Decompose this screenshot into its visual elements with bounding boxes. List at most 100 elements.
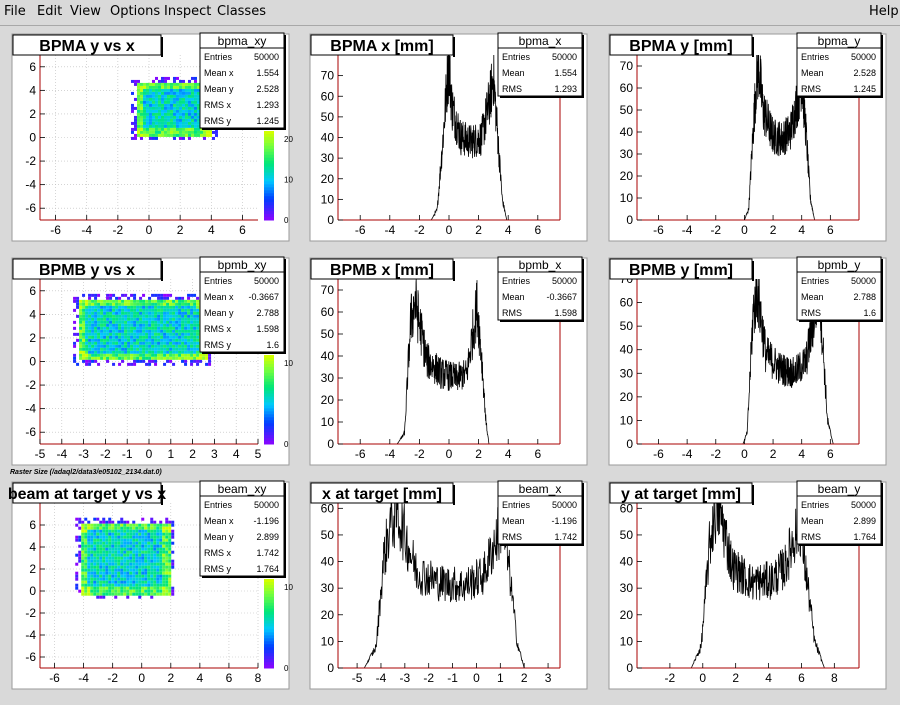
heatmap-cell (150, 574, 154, 578)
heatmap-cell (85, 350, 89, 354)
heatmap-cell (193, 329, 197, 333)
x-tick-label: 4 (765, 671, 772, 685)
menu-help[interactable]: Help (869, 4, 899, 19)
menu-classes[interactable]: Classes (217, 4, 266, 19)
y-tick-label: 60 (620, 81, 634, 95)
stats-label: RMS y (204, 564, 232, 574)
heatmap-cell (129, 577, 133, 581)
heatmap-cell (144, 550, 148, 554)
heatmap-cell (109, 305, 113, 309)
heatmap-cell (147, 565, 151, 569)
heatmap-cell (124, 314, 128, 318)
heatmap-cell (193, 326, 197, 330)
stats-value: 50000 (254, 500, 279, 510)
heatmap-cell (181, 121, 185, 125)
heatmap-cell (150, 568, 154, 572)
heatmap-cell (166, 344, 170, 348)
heatmap-cell (120, 586, 124, 590)
heatmap-cell (190, 106, 194, 110)
heatmap-cell (129, 535, 133, 539)
heatmap-cell (93, 571, 97, 575)
heatmap-cell (120, 526, 124, 530)
heatmap-cell (165, 553, 169, 557)
heatmap-cell (166, 338, 170, 342)
heatmap-cell (82, 341, 86, 345)
heatmap-cell (148, 130, 152, 134)
heatmap-cell (157, 302, 161, 306)
root-canvas[interactable]: 0 10 20 -6 -4 -2 0 2 4 6 -6 -4 -2 0 2 4 6 BPMA y vs x bpma… (0, 26, 900, 700)
heatmap-cell (190, 353, 194, 357)
heatmap-cell (172, 335, 176, 339)
heatmap-cell (115, 329, 119, 333)
heatmap-cell (187, 356, 191, 360)
heatmap-cell (111, 583, 115, 587)
heatmap-cell (115, 356, 119, 360)
menu-inspect[interactable]: Inspect (164, 4, 212, 19)
heatmap-cell (142, 326, 146, 330)
heatmap-cell (169, 350, 173, 354)
heatmap-cell (159, 562, 163, 566)
colorbar-segment (264, 423, 274, 427)
heatmap-cell (171, 520, 175, 524)
heatmap-cell (130, 130, 134, 134)
heatmap-cell (138, 559, 142, 563)
heatmap-cell (196, 329, 200, 333)
menu-view[interactable]: View (70, 4, 101, 19)
heatmap-cell (142, 359, 146, 363)
heatmap-cell (97, 350, 101, 354)
heatmap-cell (178, 311, 182, 315)
colorbar-segment (264, 145, 274, 150)
heatmap-cell (94, 305, 98, 309)
heatmap-cell (162, 529, 166, 533)
heatmap-cell (168, 544, 172, 548)
heatmap-cell (147, 556, 151, 560)
heatmap-cell (108, 568, 112, 572)
heatmap-cell (79, 308, 83, 312)
heatmap-cell (105, 592, 109, 596)
heatmap-cell (93, 580, 97, 584)
stats-value: 1.245 (256, 116, 279, 126)
x-tick-label: 6 (534, 447, 541, 461)
heatmap-cell (190, 356, 194, 360)
heatmap-cell (133, 311, 137, 315)
heatmap-cell (163, 112, 167, 116)
heatmap-cell (150, 583, 154, 587)
heatmap-cell (184, 100, 188, 104)
heatmap-cell (175, 118, 179, 122)
heatmap-cell (129, 568, 133, 572)
heatmap-cell (171, 586, 175, 590)
stats-label: RMS (801, 308, 821, 318)
heatmap-cell (96, 565, 100, 569)
heatmap-cell (157, 79, 161, 83)
heatmap-cell (85, 359, 89, 363)
heatmap-cell (178, 133, 182, 137)
heatmap-cell (190, 121, 194, 125)
heatmap-cell (99, 550, 103, 554)
heatmap-cell (196, 85, 200, 89)
heatmap-cell (151, 353, 155, 357)
heatmap-cell (87, 526, 91, 530)
heatmap-cell (162, 550, 166, 554)
heatmap-cell (82, 350, 86, 354)
heatmap-cell (169, 293, 173, 297)
heatmap-cell (187, 341, 191, 345)
heatmap-cell (166, 127, 170, 131)
heatmap-cell (130, 335, 134, 339)
menu-file[interactable]: File (4, 4, 26, 19)
heatmap-cell (187, 317, 191, 321)
heatmap-cell (121, 308, 125, 312)
heatmap-cell (144, 526, 148, 530)
menu-edit[interactable]: Edit (37, 4, 63, 19)
heatmap-cell (168, 535, 172, 539)
heatmap-cell (193, 130, 197, 134)
heatmap-cell (124, 326, 128, 330)
heatmap-cell (160, 317, 164, 321)
menu-options[interactable]: Options (110, 4, 161, 19)
stats-shadow (582, 483, 584, 546)
heatmap-cell (147, 526, 151, 530)
heatmap-cell (169, 127, 173, 131)
heatmap-cell (139, 103, 143, 107)
heatmap-cell (181, 109, 185, 113)
